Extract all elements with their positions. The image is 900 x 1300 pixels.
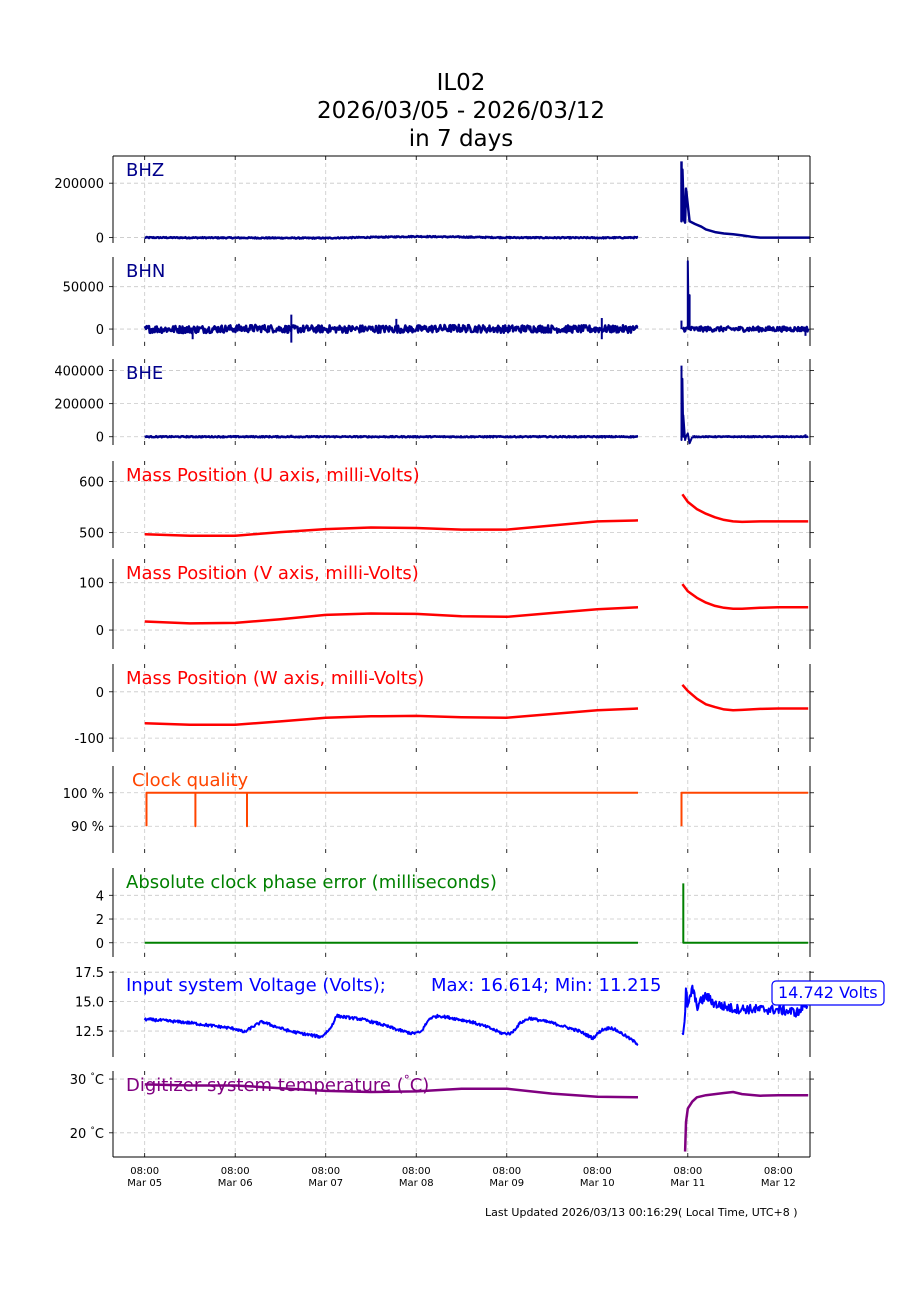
series-massw-1 [681,683,809,712]
series-clock-1 [680,791,809,827]
x-tick-time-label: 08:00 [311,1166,340,1177]
panel-label-bhn: BHN [126,261,165,282]
y-tick-label: 90 % [71,820,104,835]
y-tick-label: 100 [79,577,104,592]
series-volt-1 [681,984,809,1036]
voltage-stats: Max: 16.614; Min: 11.215 [431,975,661,996]
panel-massw: -100 0 Mass Position (W axis, milli-Volts) [74,664,814,752]
x-tick-date-label: Mar 10 [580,1178,615,1189]
series-phase-1 [682,883,809,944]
panel-temp: 20 °C 30 °C Digitizer system temperature (… [70,1071,814,1158]
series-volt-0 [143,1013,639,1046]
y-tick-label: 30 °C [70,1072,104,1088]
x-tick-time-label: 08:00 [492,1166,521,1177]
series-bhe-1 [680,365,694,445]
y-tick-label: 0 [96,624,104,639]
x-tick-time-label: 08:00 [583,1166,612,1177]
y-tick-label: 20 °C [70,1126,104,1142]
panel-phase: 0 2 4 Absolute clock phase error (milliseco… [96,868,814,957]
y-tick-label: -100 [74,732,104,747]
series-group [143,260,810,343]
series-massv-1 [681,583,809,610]
series-group [144,161,810,240]
series-massu-1 [681,493,809,524]
panel-massu: 500 600 Mass Position (U axis, milli-Volts… [79,461,814,548]
panel-clock: 90 % 100 % Clock quality [63,766,814,853]
last-updated-note: Last Updated 2026/03/13 00:16:29( Local … [485,1206,798,1219]
series-bhe-2 [691,435,809,439]
y-tick-label: 200000 [54,398,104,413]
voltage-callout-text: 14.742 Volts [778,983,878,1002]
y-tick-label: 17.5 [75,966,104,981]
x-tick-time-label: 08:00 [130,1166,159,1177]
x-tick-date-label: Mar 08 [399,1178,434,1189]
y-tick-label: 2 [96,913,104,928]
series-group [144,365,809,445]
panel-volt: 12.5 15.0 17.5 Input system Voltage (Volts)… [75,966,885,1057]
series-bhn-2 [686,260,691,330]
panel-bhn: 0 50000 BHN [63,257,814,346]
panel-label-clock: Clock quality [132,770,249,791]
panel-label-massv: Mass Position (V axis, milli-Volts) [126,563,419,584]
y-tick-label: 100 % [63,787,104,802]
y-tick-label: 0 [96,686,104,701]
panel-label-phase: Absolute clock phase error (milliseconds… [126,872,497,893]
series-clock-0 [145,791,638,828]
series-group [145,791,809,828]
x-tick-date-label: Mar 12 [761,1178,796,1189]
x-tick-time-label: 08:00 [673,1166,702,1177]
voltage-callout-box [771,980,885,1006]
y-tick-label: 15.0 [75,996,104,1011]
x-tick-date-label: Mar 07 [308,1178,343,1189]
series-group [144,493,809,537]
y-tick-label: 0 [96,323,104,338]
y-tick-label: 12.5 [75,1025,104,1040]
y-tick-label: 0 [96,232,104,247]
series-group [144,683,809,726]
panel-label-temp: Digitizer system temperature (°C) [126,1073,429,1096]
x-tick-time-label: 08:00 [221,1166,250,1177]
series-bhn-0 [143,323,639,335]
series-bhn-1 [681,325,810,333]
x-tick-date-label: Mar 09 [489,1178,524,1189]
panel-label-massw: Mass Position (W axis, milli-Volts) [126,668,424,689]
y-tick-label: 0 [96,431,104,446]
series-temp-0 [144,1083,639,1099]
series-group [144,583,809,625]
series-massv-0 [144,606,639,625]
series-bhz-1 [680,161,810,239]
y-tick-label: 500 [79,527,104,542]
y-tick-label: 400000 [54,365,104,380]
y-tick-label: 50000 [63,281,104,296]
series-group [144,883,809,944]
x-tick-time-label: 08:00 [402,1166,431,1177]
panel-bhe: 0 200000 400000 BHE [54,359,814,446]
x-tick-date-label: Mar 05 [127,1178,162,1189]
panel-label-massu: Mass Position (U axis, milli-Volts) [126,465,420,486]
series-bhz-0 [144,234,639,240]
chart-title-span: in 7 days [408,126,514,152]
panel-label-volt: Input system Voltage (Volts); [126,975,386,996]
chart-title-station: IL02 [436,70,486,96]
series-group [144,1083,809,1152]
y-tick-label: 600 [79,475,104,490]
x-tick-date-label: Mar 06 [218,1178,253,1189]
series-temp-1 [683,1090,809,1152]
series-massu-0 [144,519,639,537]
chart-title-range: 2026/03/05 - 2026/03/12 [316,98,606,124]
y-tick-label: 200000 [54,177,104,192]
panel-label-bhz: BHZ [126,160,164,181]
series-massw-0 [144,707,639,726]
y-tick-label: 4 [96,889,104,904]
x-tick-time-label: 08:00 [764,1166,793,1177]
series-group [143,984,809,1046]
y-tick-label: 0 [96,937,104,952]
panel-bhz: 0 200000 BHZ [54,155,814,247]
x-tick-date-label: Mar 11 [670,1178,705,1189]
panel-label-bhe: BHE [126,363,163,384]
panel-massv: 0 100 Mass Position (V axis, milli-Volts) [79,559,814,649]
series-bhe-0 [144,434,639,439]
